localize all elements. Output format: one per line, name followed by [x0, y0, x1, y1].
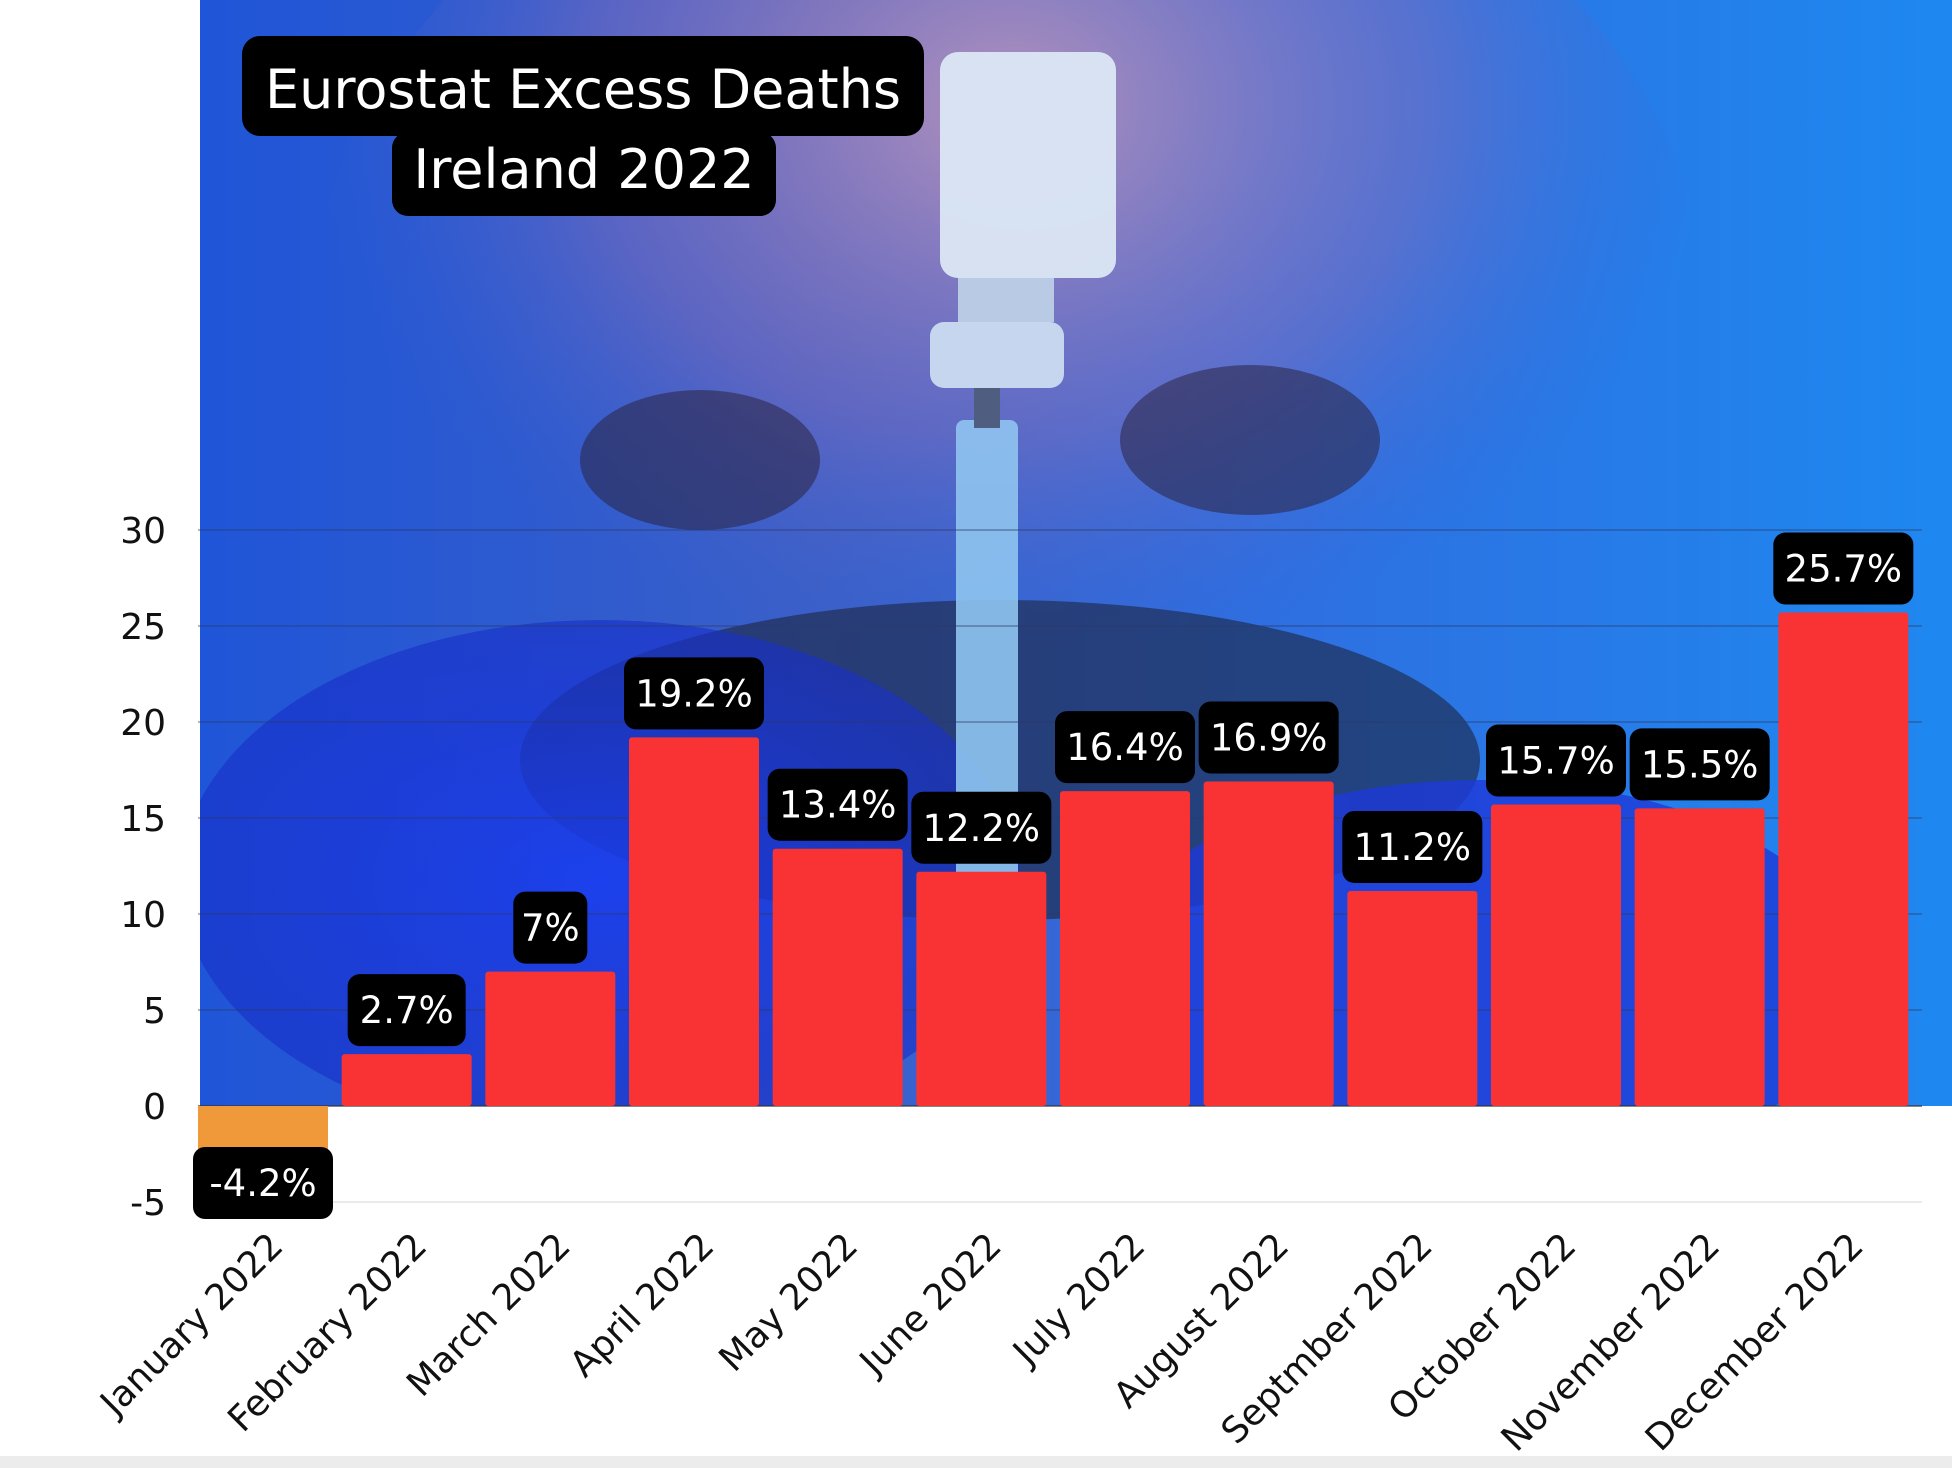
- chart-title: Eurostat Excess Deaths Ireland 2022: [242, 36, 924, 216]
- data-label-background: [193, 1147, 333, 1219]
- vaccine-vial-icon: [930, 52, 1116, 388]
- y-tick-label: 5: [143, 991, 166, 1032]
- y-tick-label: 0: [143, 1087, 166, 1128]
- y-tick-label: 30: [120, 511, 166, 552]
- data-label-background: [911, 791, 1052, 864]
- bottom-strip: [0, 1456, 1952, 1468]
- data-labels: -4.2% 2.7% 7% 19.2% 13.4% 12.2% 16.4% 16.9% 11.2…: [193, 532, 1914, 1219]
- data-label: 12.2%: [923, 807, 1041, 850]
- y-tick-label: 25: [120, 607, 166, 648]
- bar: [772, 848, 903, 1106]
- data-label: 15.5%: [1641, 743, 1759, 786]
- data-label: 13.4%: [779, 784, 897, 827]
- y-tick-label: 10: [120, 895, 166, 936]
- data-label: -4.2%: [209, 1162, 316, 1205]
- bar: [485, 971, 616, 1106]
- y-tick-label: 15: [120, 799, 166, 840]
- bar: [629, 737, 759, 1106]
- bar: [1491, 804, 1621, 1106]
- bar: [341, 1054, 472, 1106]
- data-label-background: [1342, 810, 1483, 883]
- data-label: 15.7%: [1497, 740, 1615, 783]
- data-label: 19.2%: [635, 672, 753, 715]
- data-label-background: [513, 891, 588, 964]
- y-tick-label: -5: [130, 1183, 166, 1224]
- data-label-background: [1055, 711, 1195, 784]
- bar: [1634, 808, 1765, 1106]
- data-label-background: [1629, 728, 1770, 801]
- data-label-background: [347, 974, 466, 1047]
- bar: [1778, 612, 1909, 1106]
- data-label-background: [1773, 532, 1914, 605]
- title-line-2-background: [392, 132, 776, 216]
- title-line-2: Ireland 2022: [413, 138, 754, 201]
- data-label-background: [1198, 701, 1339, 774]
- y-tick-label: 20: [120, 703, 166, 744]
- bar: [1203, 781, 1334, 1106]
- bar: [916, 871, 1047, 1106]
- data-label: 16.4%: [1066, 726, 1184, 769]
- data-label: 16.9%: [1210, 717, 1328, 760]
- y-axis-ticks: -5 0 5 10 15 20 25 30: [120, 511, 166, 1224]
- data-label: 25.7%: [1785, 548, 1903, 591]
- data-label-background: [1486, 724, 1626, 797]
- bar: [1347, 890, 1478, 1106]
- data-label: 7%: [521, 907, 580, 950]
- data-label-background: [767, 768, 908, 841]
- bar: [1060, 791, 1190, 1106]
- data-label-background: [624, 657, 764, 730]
- data-label: 2.7%: [360, 989, 454, 1032]
- title-line-1: Eurostat Excess Deaths: [265, 58, 901, 121]
- title-line-1-background: [242, 36, 924, 136]
- data-label: 11.2%: [1354, 826, 1472, 869]
